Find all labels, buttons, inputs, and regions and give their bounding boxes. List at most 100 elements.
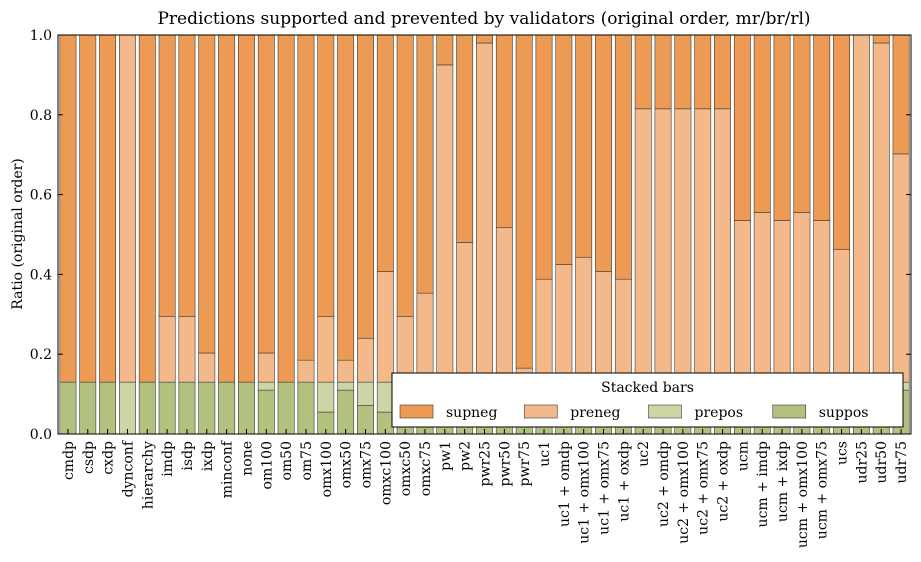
bar-supneg-24: [535, 34, 553, 280]
x-tick-label: pw1: [438, 441, 454, 471]
bar-supneg-29: [634, 34, 652, 110]
y-tick-label: 1.0: [30, 28, 52, 44]
bar-preneg-7: [198, 352, 216, 383]
bar-supneg-6: [178, 34, 196, 317]
bar-preneg-3: [119, 34, 136, 383]
bar-suppos-5: [158, 381, 176, 435]
bar-preneg-22: [495, 227, 513, 383]
y-tick-label: 0.2: [30, 347, 52, 363]
legend-swatch-supneg: [399, 404, 434, 419]
x-tick-label: ucm + ixdp: [775, 441, 791, 522]
bar-supneg-31: [674, 34, 692, 110]
bar-prepos-10: [257, 381, 275, 391]
x-tick-label: uc1 + omx100: [577, 441, 593, 544]
x-tick-label: ucs: [835, 441, 851, 465]
x-tick-label: csdp: [81, 441, 97, 474]
bar-suppos-1: [79, 381, 97, 435]
x-tick-label: ixdp: [200, 441, 216, 471]
bar-prepos-14: [337, 381, 355, 391]
bar-supneg-41: [872, 34, 890, 44]
bar-preneg-14: [337, 359, 355, 383]
bar-preneg-19: [436, 64, 454, 383]
x-tick-label: uc1 + omx75: [597, 441, 613, 535]
legend-swatch-suppos: [772, 404, 807, 419]
bar-suppos-14: [337, 389, 355, 435]
bar-supneg-23: [515, 34, 533, 369]
bar-prepos-3: [119, 381, 136, 435]
bar-preneg-40: [852, 34, 870, 383]
x-tick-label: om100: [259, 441, 275, 489]
x-tick-label: omx100: [319, 441, 335, 497]
bar-preneg-37: [793, 212, 811, 383]
bar-supneg-42: [892, 34, 910, 155]
x-tick-label: uc1 + omdp: [557, 441, 573, 527]
bar-preneg-31: [674, 108, 692, 383]
bar-suppos-10: [257, 389, 275, 435]
x-tick-label: pw2: [458, 441, 474, 471]
bar-supneg-19: [436, 34, 454, 66]
bar-supneg-12: [297, 34, 315, 361]
bar-supneg-17: [396, 34, 414, 317]
x-tick-label: omxc75: [418, 441, 434, 496]
bar-supneg-4: [138, 34, 156, 383]
bar-preneg-13: [317, 315, 335, 383]
bar-supneg-5: [158, 34, 176, 317]
bar-supneg-7: [198, 34, 216, 354]
bar-preneg-25: [555, 264, 573, 383]
bar-preneg-29: [634, 108, 652, 383]
x-tick-label: uc2 + omx75: [696, 441, 712, 535]
x-tick-label: udr25: [854, 441, 870, 484]
bar-preneg-35: [753, 212, 771, 383]
y-tick-label: 0.4: [30, 267, 52, 283]
legend: Stacked bars supneg preneg prepos suppos: [391, 372, 904, 428]
bar-suppos-2: [99, 381, 117, 435]
y-tick-label: 0.8: [30, 108, 52, 124]
bar-preneg-42: [892, 153, 910, 383]
bar-preneg-5: [158, 315, 176, 383]
x-tick-label: uc2 + oxdp: [716, 441, 732, 522]
bar-supneg-39: [833, 34, 851, 250]
bar-supneg-11: [277, 34, 295, 383]
x-tick-label: isdp: [180, 441, 196, 471]
bar-preneg-24: [535, 278, 553, 383]
bar-preneg-30: [654, 108, 672, 383]
bar-supneg-13: [317, 34, 335, 317]
bar-supneg-30: [654, 34, 672, 110]
x-tick-label: om50: [279, 441, 295, 481]
bar-preneg-20: [456, 242, 474, 383]
legend-swatch-preneg: [523, 404, 558, 419]
bar-supneg-37: [793, 34, 811, 213]
bar-supneg-22: [495, 34, 513, 229]
bar-supneg-21: [476, 34, 493, 44]
bar-prepos-15: [357, 381, 374, 406]
bar-supneg-38: [813, 34, 831, 221]
bar-supneg-1: [79, 34, 97, 383]
bar-prepos-16: [376, 381, 394, 413]
x-tick-label: pwr75: [517, 441, 533, 486]
bar-supneg-20: [456, 34, 474, 243]
x-tick-label: omxc50: [398, 441, 414, 496]
legend-label-suppos: suppos: [819, 405, 869, 421]
x-tick-label: omx75: [358, 441, 374, 488]
bar-preneg-15: [357, 337, 374, 383]
x-tick-label: udr75: [894, 441, 910, 484]
x-tick-label: pwr25: [478, 441, 494, 486]
bar-supneg-18: [416, 34, 434, 294]
bar-prepos-13: [317, 381, 335, 413]
x-tick-label: ucm + omx100: [795, 441, 811, 548]
x-tick-label: omx50: [339, 441, 355, 488]
x-tick-label: uc2: [636, 441, 652, 467]
chart-title: Predictions supported and prevented by v…: [157, 9, 810, 29]
bar-supneg-10: [257, 34, 275, 354]
y-tick-label: 0.6: [30, 188, 52, 204]
legend-swatch-prepos: [648, 404, 682, 419]
axes-layer: 0.0 0.2 0.4 0.6 0.8 1.0 cmdp csdp cxdp dynconf hie…: [30, 28, 911, 548]
bar-preneg-28: [614, 278, 632, 383]
y-tick-label: 0.0: [30, 427, 52, 443]
x-tick-label: dynconf: [120, 439, 136, 497]
bar-preneg-21: [476, 42, 493, 383]
bar-supneg-28: [614, 34, 632, 280]
bar-supneg-0: [59, 34, 77, 383]
bar-supneg-16: [376, 34, 394, 272]
